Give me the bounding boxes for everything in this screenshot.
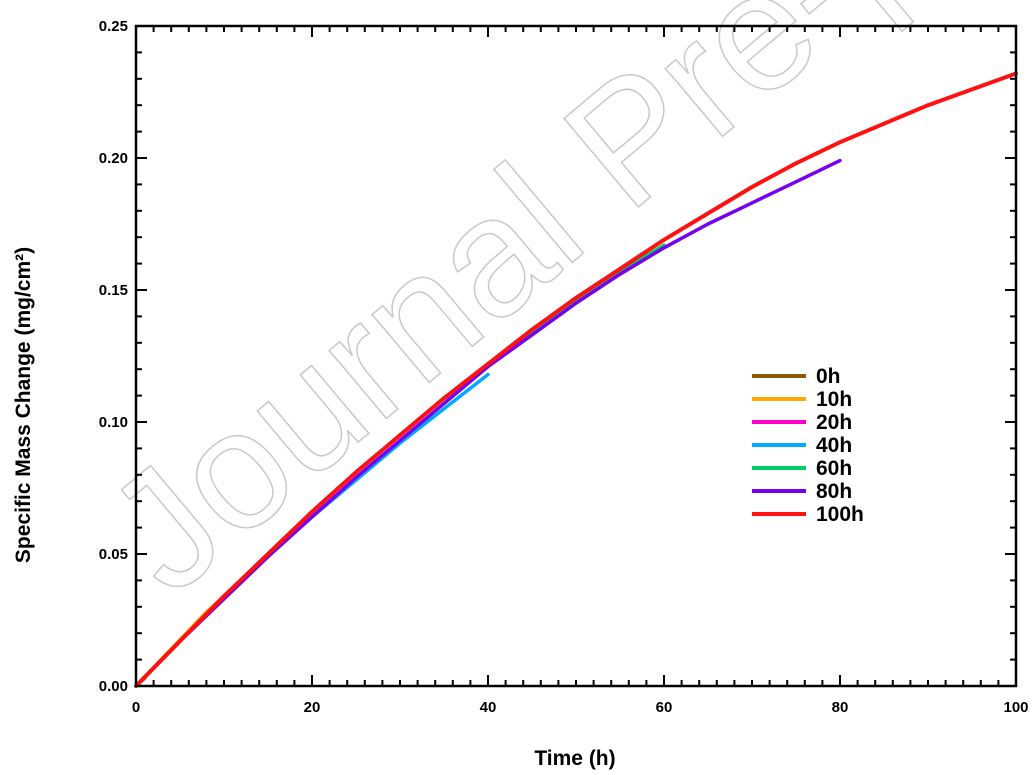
x-tick-label: 0 <box>132 699 140 716</box>
y-tick-label: 0.20 <box>99 150 128 167</box>
legend-label-10h: 10h <box>816 388 852 411</box>
y-tick-label: 0.10 <box>99 414 128 431</box>
legend-label-20h: 20h <box>816 411 852 434</box>
legend-label-40h: 40h <box>816 434 852 457</box>
y-tick-label: 0.05 <box>99 546 128 563</box>
legend-label-60h: 60h <box>816 457 852 480</box>
axes-layer: 0 20 40 60 80 100 0.00 0.05 0.10 0.15 0.20 0.25 <box>99 18 1029 716</box>
x-tick-label: 80 <box>832 699 849 716</box>
series-line-100h <box>134 71 1018 688</box>
x-tick-label: 60 <box>656 699 673 716</box>
legend-label-80h: 80h <box>816 480 852 503</box>
x-tick-label: 100 <box>1003 699 1028 716</box>
legend-label-0h: 0h <box>816 365 841 388</box>
series-layer <box>134 71 1018 688</box>
y-axis-title: Specific Mass Change (mg/cm²) <box>12 247 35 563</box>
x-axis-title: Time (h) <box>534 747 615 770</box>
y-tick-label: 0.25 <box>99 18 128 35</box>
y-tick-label: 0.00 <box>99 678 128 695</box>
x-tick-label: 20 <box>304 699 321 716</box>
legend-label-100h: 100h <box>816 503 864 526</box>
x-tick-label: 40 <box>480 699 497 716</box>
y-tick-label: 0.15 <box>99 282 128 299</box>
